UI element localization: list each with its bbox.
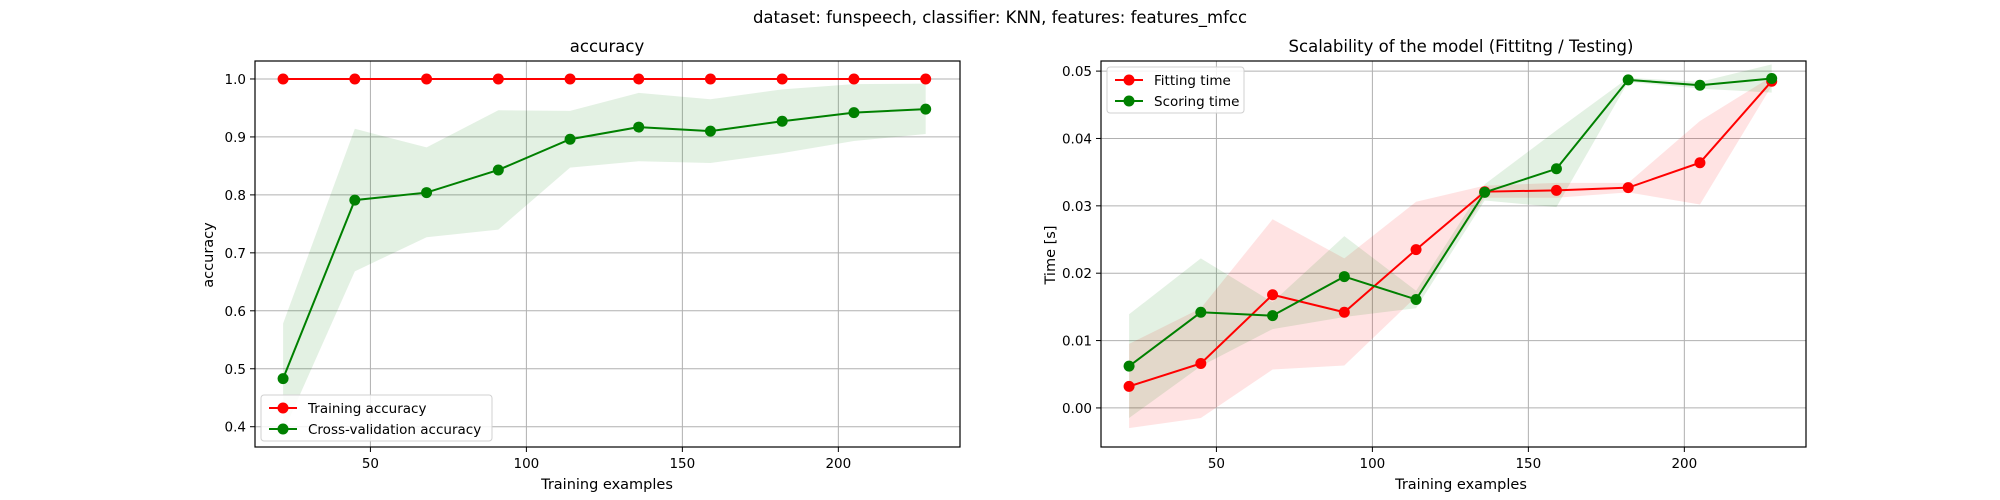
data-point <box>349 73 361 85</box>
data-point <box>633 73 645 85</box>
series <box>277 103 932 385</box>
legend-swatch-marker <box>277 423 289 435</box>
ticks: 50 100 150 200 0.00 0.01 0.02 0.03 0.04 0.05 <box>1062 64 1697 472</box>
data-point <box>564 73 576 85</box>
legend-swatch-marker <box>1123 74 1135 86</box>
confidence-band <box>1129 64 1772 419</box>
legend-label: Fitting time <box>1154 73 1231 89</box>
data-point <box>1410 244 1422 256</box>
data-point <box>492 73 504 85</box>
y-axis-label: accuracy <box>201 222 217 288</box>
data-point <box>704 125 716 137</box>
data-point <box>920 73 932 85</box>
x-tick-label: 100 <box>514 456 540 472</box>
x-axis-label: Training examples <box>1394 477 1527 493</box>
x-tick-label: 50 <box>362 456 379 472</box>
data-point <box>920 103 932 115</box>
data-point <box>564 133 576 145</box>
data-point <box>704 73 716 85</box>
bands <box>1129 64 1772 429</box>
data-point <box>277 73 289 85</box>
data-point <box>1550 184 1562 196</box>
y-tick-label: 0.05 <box>1062 64 1092 80</box>
confidence-band <box>283 83 926 433</box>
data-point <box>776 115 788 127</box>
bands <box>283 83 926 433</box>
data-point <box>1479 186 1491 198</box>
y-tick-label: 0.01 <box>1062 334 1092 350</box>
confidence-band <box>1129 76 1772 429</box>
legend-label: Cross-validation accuracy <box>308 422 481 438</box>
data-point <box>848 107 860 119</box>
data-point <box>1195 306 1207 318</box>
accuracy-panel: accuracy Training examples accuracy 50 10… <box>201 37 961 493</box>
data-point <box>1123 360 1135 372</box>
y-tick-label: 0.02 <box>1062 266 1092 282</box>
plot-frame <box>1100 60 1807 448</box>
legend: Training accuracy Cross-validation accura… <box>260 394 493 442</box>
grid <box>1101 61 1806 447</box>
y-tick-label: 0.4 <box>225 420 246 436</box>
y-tick-label: 0.6 <box>225 304 246 320</box>
y-tick-label: 0.8 <box>225 188 246 204</box>
legend: Fitting time Scoring time <box>1106 66 1245 114</box>
y-tick-label: 0.9 <box>225 130 246 146</box>
data-point <box>1694 79 1706 91</box>
legend-label: Scoring time <box>1154 94 1239 110</box>
y-tick-label: 0.00 <box>1062 401 1092 417</box>
data-point <box>277 373 289 385</box>
data-point <box>349 194 361 206</box>
legend-swatch-marker <box>1123 95 1135 107</box>
data-point <box>633 121 645 133</box>
data-point <box>421 187 433 199</box>
ticks: 50 100 150 200 0.4 0.5 0.6 0.7 0.8 0.9 1.0 <box>225 72 852 472</box>
data-point <box>1622 182 1634 194</box>
panel-title: accuracy <box>570 37 645 56</box>
scalability-panel: Scalability of the model (Fittitng / Tes… <box>1043 37 1807 493</box>
y-axis-label: Time [s] <box>1043 226 1059 286</box>
series <box>277 73 932 85</box>
series-line <box>282 108 926 379</box>
x-tick-label: 150 <box>1515 456 1541 472</box>
panel-title: Scalability of the model (Fittitng / Tes… <box>1289 37 1634 56</box>
y-tick-label: 0.04 <box>1062 131 1092 147</box>
data-point <box>1622 74 1634 86</box>
x-tick-label: 200 <box>1671 456 1697 472</box>
data-point <box>1195 357 1207 369</box>
data-point <box>421 73 433 85</box>
data-point <box>1267 310 1279 322</box>
series-line <box>1128 80 1773 388</box>
x-tick-label: 100 <box>1360 456 1386 472</box>
x-tick-label: 50 <box>1208 456 1225 472</box>
y-tick-label: 0.7 <box>225 246 246 262</box>
data-point <box>776 73 788 85</box>
data-point <box>1267 289 1279 301</box>
data-point <box>1766 73 1778 85</box>
legend-box <box>260 394 493 442</box>
y-tick-label: 1.0 <box>225 72 246 88</box>
data-point <box>1410 293 1422 305</box>
legend-swatch-marker <box>277 402 289 414</box>
data-point <box>848 73 860 85</box>
y-tick-label: 0.5 <box>225 362 246 378</box>
data-point <box>1123 380 1135 392</box>
data-point <box>492 164 504 176</box>
plot-frame <box>254 60 961 448</box>
x-tick-label: 200 <box>825 456 851 472</box>
legend-label: Training accuracy <box>307 401 426 417</box>
x-tick-label: 150 <box>669 456 695 472</box>
data-point <box>1338 306 1350 318</box>
series-line <box>1128 77 1772 367</box>
data-point <box>1338 271 1350 283</box>
series <box>1123 73 1778 372</box>
data-point <box>1550 163 1562 175</box>
figure-suptitle: dataset: funspeech, classifier: KNN, fea… <box>753 8 1247 28</box>
data-point <box>1694 157 1706 169</box>
x-axis-label: Training examples <box>540 477 673 493</box>
y-tick-label: 0.03 <box>1062 199 1092 215</box>
